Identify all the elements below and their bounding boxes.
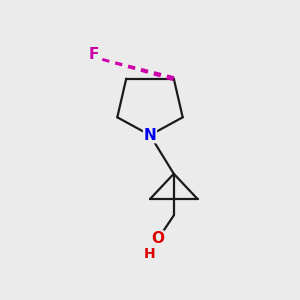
Text: F: F [88, 47, 99, 62]
Text: O: O [151, 231, 164, 246]
Text: H: H [144, 247, 155, 261]
Text: N: N [144, 128, 156, 142]
